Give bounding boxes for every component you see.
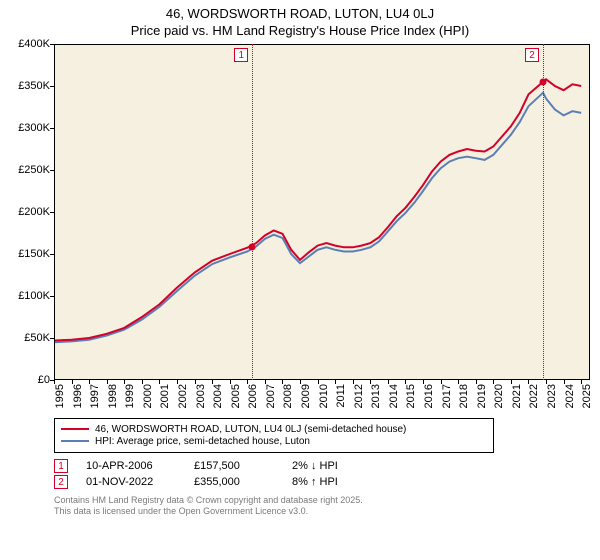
title-block: 46, WORDSWORTH ROAD, LUTON, LU4 0LJ Pric…	[10, 6, 590, 40]
line-series-svg	[54, 44, 590, 380]
x-axis-label: 2022	[528, 384, 540, 408]
x-axis-label: 2018	[458, 384, 470, 408]
y-axis-label: £250K	[18, 164, 50, 176]
chart-title: 46, WORDSWORTH ROAD, LUTON, LU4 0LJ	[10, 6, 590, 23]
y-axis-label: £400K	[18, 38, 50, 50]
sales-delta-vs-hpi: 8% ↑ HPI	[292, 476, 382, 488]
sales-badge: 2	[54, 475, 68, 489]
legend-swatch	[61, 440, 89, 442]
legend-item: HPI: Average price, semi-detached house,…	[61, 436, 487, 447]
x-axis-label: 2009	[300, 384, 312, 408]
sales-date: 01-NOV-2022	[86, 476, 176, 488]
sales-row: 2 01-NOV-2022 £355,000 8% ↑ HPI	[54, 475, 590, 489]
x-axis-label: 2016	[423, 384, 435, 408]
x-axis-label: 2007	[265, 384, 277, 408]
y-axis-label: £200K	[18, 206, 50, 218]
sale-dot	[540, 78, 547, 85]
x-axis-label: 2010	[318, 384, 330, 408]
x-axis-label: 1996	[72, 384, 84, 408]
x-axis-label: 2014	[388, 384, 400, 408]
sales-price: £157,500	[194, 460, 274, 472]
x-axis-label: 1998	[107, 384, 119, 408]
y-axis-label: £50K	[24, 332, 50, 344]
footnote: Contains HM Land Registry data © Crown c…	[54, 495, 590, 518]
footnote-line-2: This data is licensed under the Open Gov…	[54, 506, 590, 518]
legend: 46, WORDSWORTH ROAD, LUTON, LU4 0LJ (sem…	[54, 418, 494, 453]
sale-dot	[249, 244, 256, 251]
x-axis-label: 2020	[493, 384, 505, 408]
sales-badge: 1	[54, 459, 68, 473]
x-axis-label: 2004	[212, 384, 224, 408]
x-axis-label: 2002	[177, 384, 189, 408]
x-axis-label: 2006	[247, 384, 259, 408]
x-axis-label: 2021	[511, 384, 523, 408]
y-axis-label: £0	[38, 374, 50, 386]
x-axis-label: 2013	[370, 384, 382, 408]
y-axis: £0£50K£100K£150K£200K£250K£300K£350K£400…	[10, 44, 52, 380]
sales-date: 10-APR-2006	[86, 460, 176, 472]
y-axis-label: £150K	[18, 248, 50, 260]
x-axis-label: 2015	[405, 384, 417, 408]
x-axis-label: 2003	[195, 384, 207, 408]
legend-label: 46, WORDSWORTH ROAD, LUTON, LU4 0LJ (sem…	[95, 424, 406, 435]
sale-marker-line	[543, 44, 544, 380]
x-axis-label: 2001	[159, 384, 171, 408]
x-axis-label: 2025	[581, 384, 593, 408]
x-axis-label: 2023	[546, 384, 558, 408]
footnote-line-1: Contains HM Land Registry data © Crown c…	[54, 495, 590, 507]
sale-marker-line	[252, 44, 253, 380]
x-axis-label: 2011	[335, 384, 347, 408]
sale-marker-badge: 1	[234, 48, 248, 62]
x-axis-label: 2005	[230, 384, 242, 408]
chart-subtitle: Price paid vs. HM Land Registry's House …	[10, 23, 590, 40]
x-axis: 1995 1996 1997 1998 1999 2000 2001 2002 2003 2004…	[54, 382, 590, 414]
series-property	[54, 79, 581, 340]
x-axis-label: 2017	[441, 384, 453, 408]
legend-item: 46, WORDSWORTH ROAD, LUTON, LU4 0LJ (sem…	[61, 424, 487, 435]
legend-label: HPI: Average price, semi-detached house,…	[95, 436, 310, 447]
x-axis-label: 1999	[124, 384, 136, 408]
sales-delta-vs-hpi: 2% ↓ HPI	[292, 460, 382, 472]
sales-table: 1 10-APR-2006 £157,500 2% ↓ HPI 2 01-NOV-2022…	[54, 459, 590, 489]
sale-marker-badge: 2	[525, 48, 539, 62]
x-axis-label: 2019	[476, 384, 488, 408]
sales-row: 1 10-APR-2006 £157,500 2% ↓ HPI	[54, 459, 590, 473]
legend-swatch	[61, 428, 89, 430]
sales-price: £355,000	[194, 476, 274, 488]
x-axis-label: 1995	[54, 384, 66, 408]
y-axis-label: £100K	[18, 290, 50, 302]
y-axis-label: £300K	[18, 122, 50, 134]
x-axis-label: 2024	[564, 384, 576, 408]
chart-area: £0£50K£100K£150K£200K£250K£300K£350K£400…	[10, 44, 590, 414]
series-hpi	[54, 92, 581, 342]
x-axis-label: 1997	[89, 384, 101, 408]
x-axis-label: 2008	[282, 384, 294, 408]
y-axis-label: £350K	[18, 80, 50, 92]
x-axis-label: 2000	[142, 384, 154, 408]
x-axis-label: 2012	[353, 384, 365, 408]
